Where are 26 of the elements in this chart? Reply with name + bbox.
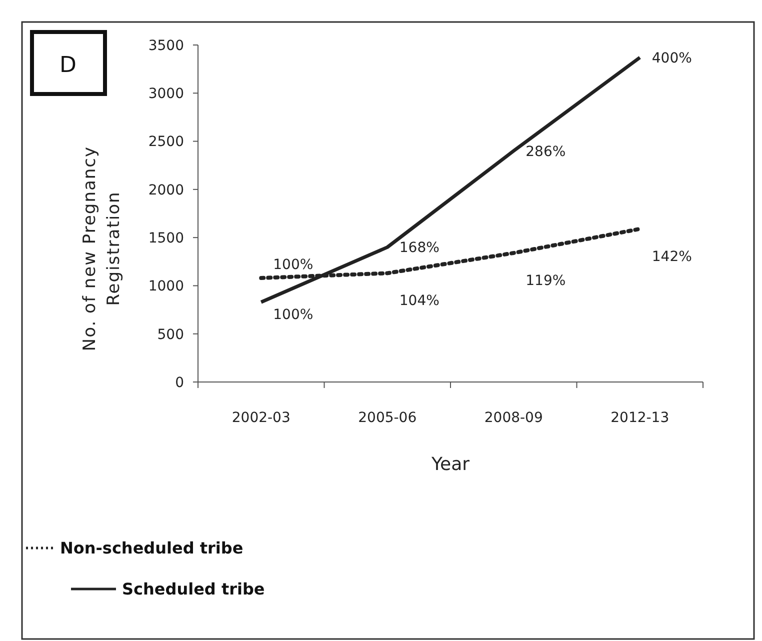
legend-label: Non-scheduled tribe xyxy=(60,538,244,558)
x-tick-label: 2008-09 xyxy=(484,410,543,426)
y-tick-label: 1000 xyxy=(148,278,184,295)
annotation: 119% xyxy=(526,272,566,289)
line-series xyxy=(259,56,642,304)
annotation: 286% xyxy=(526,144,566,160)
y-tick-label: 1500 xyxy=(148,230,184,246)
annotation: 400% xyxy=(652,50,692,66)
annotation: 104% xyxy=(399,293,440,310)
legend-label: Scheduled tribe xyxy=(122,580,265,599)
x-tick-label: 2012-13 xyxy=(610,410,670,426)
annotation: 168% xyxy=(399,240,440,256)
y-tick-label: 0 xyxy=(175,374,184,391)
annotation: 100% xyxy=(273,256,314,273)
annotation: 142% xyxy=(652,248,692,265)
annotation: 100% xyxy=(273,306,314,323)
y-tick-label: 3000 xyxy=(148,86,184,102)
y-tick-label: 3500 xyxy=(148,38,184,54)
x-axis-title: Year xyxy=(430,454,470,475)
y-tick-label: 500 xyxy=(157,326,184,343)
y-axis-title: No. of new Pregnancy Registration xyxy=(80,146,124,352)
text: D xyxy=(60,53,76,78)
x-tick-label: 2002-03 xyxy=(232,410,290,426)
y-tick-label: 2500 xyxy=(148,134,184,150)
y-tick-label: 2000 xyxy=(148,182,184,198)
x-tick-label: 2005-06 xyxy=(358,410,417,426)
